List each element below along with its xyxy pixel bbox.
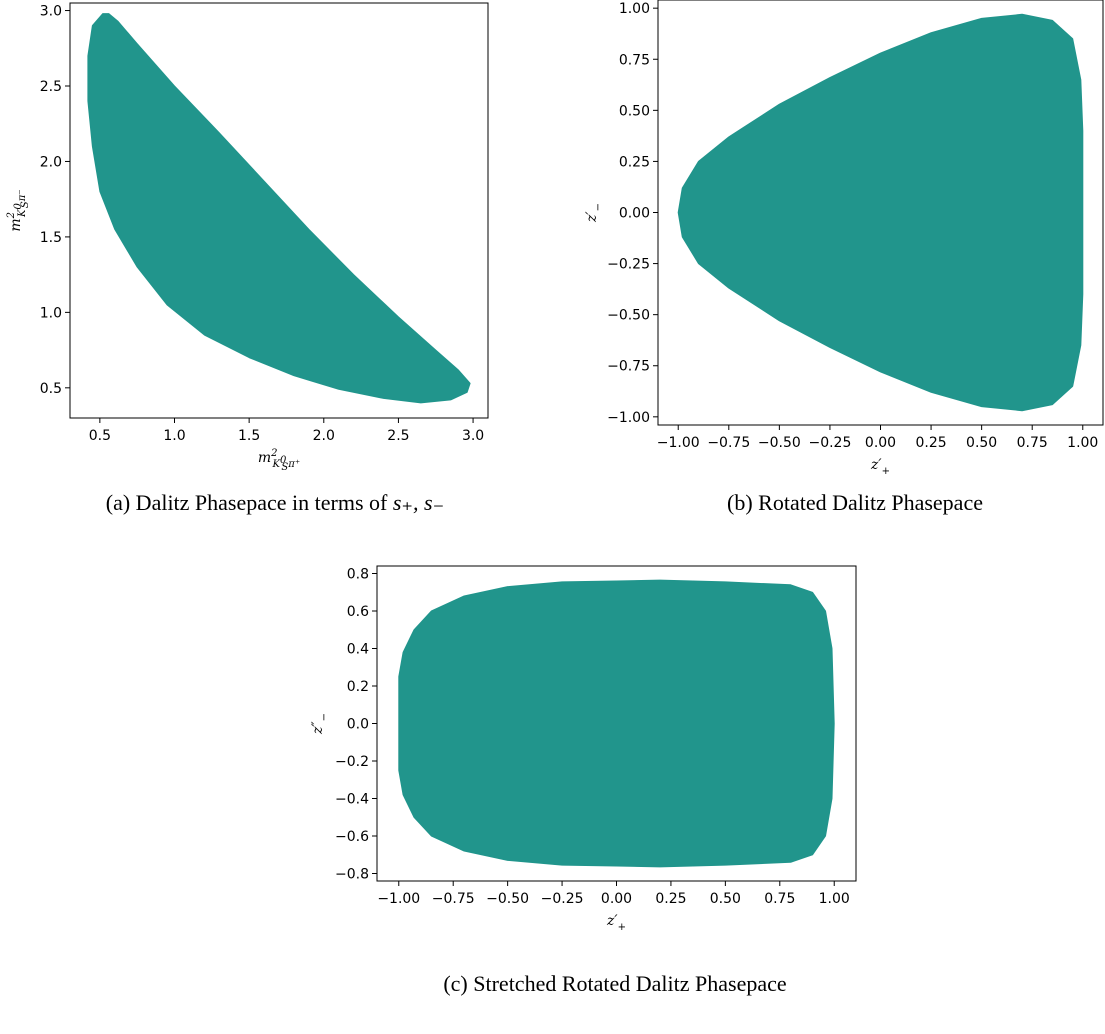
phasespace-region-b (677, 13, 1084, 412)
caption-a: (a) Dalitz Phasepace in terms of s₊, s₋ (106, 490, 444, 515)
x-tick-label-c: 1.00 (819, 891, 850, 907)
y-tick-label-a: 0.5 (40, 381, 62, 397)
phasespace-region-a (87, 13, 471, 404)
label-base: m (8, 218, 24, 231)
y-tick-label-a: 1.0 (40, 305, 62, 321)
y-tick-label-c: 0.4 (347, 642, 369, 658)
x-tick-label-c: −1.00 (377, 891, 420, 907)
x-tick-label-b: 0.25 (915, 435, 946, 451)
y-tick-label-a: 2.5 (40, 79, 62, 95)
y-tick-label-c: 0.6 (347, 604, 369, 620)
x-tick-label-b: −0.75 (707, 435, 750, 451)
x-tick-label-a: 2.5 (387, 428, 409, 444)
x-tick-label-c: 0.25 (655, 891, 686, 907)
y-tick-label-c: 0.0 (347, 717, 369, 733)
y-tick-label-b: 0.25 (619, 154, 650, 170)
panel-b: −1.00 −0.75 −0.50 −0.25 0.00 0.25 0.50 0.75 1.00… (584, 0, 1104, 515)
x-tick-label-c: −0.50 (486, 891, 529, 907)
y-tick-label-c: 0.8 (347, 567, 369, 583)
y-tick-label-b: 0.50 (619, 103, 650, 119)
y-tick-label-b: −0.25 (607, 257, 650, 273)
x-tick-label-b: −0.50 (758, 435, 801, 451)
label-sub: K (17, 209, 28, 218)
panel-a: 0.5 1.0 1.5 2.0 2.5 3.00.51.01.52.02.53.0m2 K0… (6, 2, 489, 515)
label-sub: + (882, 466, 890, 477)
x-tick-label-c: −0.25 (541, 891, 584, 907)
y-axis-label-c: z″− (310, 713, 330, 735)
caption-text-c: (c) Stretched Rotated Dalitz Phasepace (443, 971, 786, 996)
caption-c: (c) Stretched Rotated Dalitz Phasepace (443, 971, 786, 996)
label-sup: 2 (6, 212, 17, 219)
x-axis-label-b: z′+ (870, 457, 890, 477)
x-tick-label-b: −0.25 (808, 435, 851, 451)
caption-text-a: (a) Dalitz Phasepace in terms of (106, 490, 393, 515)
caption-text-b: (b) Rotated Dalitz Phasepace (727, 490, 983, 515)
y-tick-label-c: 0.2 (347, 679, 369, 695)
x-tick-label-b: 0.50 (966, 435, 997, 451)
label-sup: 2 (270, 448, 277, 459)
x-tick-label-c: 0.75 (764, 891, 795, 907)
label-sub: K (272, 459, 281, 470)
x-tick-label-b: 0.00 (865, 435, 896, 451)
x-tick-label-a: 2.0 (313, 428, 335, 444)
label-subsup: 0 (280, 455, 287, 466)
label-subsub: S (281, 462, 288, 473)
y-tick-label-b: 1.00 (619, 1, 650, 17)
y-tick-label-b: −0.75 (607, 359, 650, 375)
x-tick-label-c: 0.50 (710, 891, 741, 907)
label-base: m (258, 450, 271, 466)
label-subsup: 0 (13, 202, 24, 209)
y-tick-label-b: 0.75 (619, 52, 650, 68)
y-tick-label-c: −0.4 (335, 792, 369, 808)
panel-c: −1.00 −0.75 −0.50 −0.25 0.00 0.25 0.50 0.75 1.00… (310, 565, 857, 996)
label-base: z′ (584, 211, 600, 223)
x-axis-label-c: z′+ (606, 913, 626, 933)
y-tick-label-c: −0.8 (335, 867, 369, 883)
x-tick-label-a: 0.5 (89, 428, 111, 444)
y-tick-label-c: −0.2 (335, 754, 369, 770)
x-tick-label-a: 1.5 (238, 428, 260, 444)
y-axis-label-b: z′− (584, 203, 604, 223)
axes-frame-a (69, 2, 489, 419)
label-sub: − (593, 203, 604, 211)
label-sub: − (319, 713, 330, 721)
x-axis-label-a: m2 K0 Sπ⁺ (258, 448, 300, 473)
caption-b: (b) Rotated Dalitz Phasepace (727, 490, 983, 515)
label-base: z″ (310, 721, 326, 735)
y-tick-label-a: 3.0 (40, 4, 62, 20)
x-tick-label-a: 3.0 (462, 428, 484, 444)
phasespace-region-c (398, 579, 835, 868)
label-base: z′ (606, 913, 618, 929)
y-tick-label-c: −0.6 (335, 829, 369, 845)
x-tick-label-a: 1.0 (163, 428, 185, 444)
x-tick-label-c: −0.75 (432, 891, 475, 907)
y-axis-label-a: m2K0Sπ⁻ (6, 189, 31, 231)
x-tick-label-b: 1.00 (1067, 435, 1098, 451)
x-tick-label-b: −1.00 (657, 435, 700, 451)
label-tail: π⁻ (17, 189, 28, 202)
x-tick-label-c: 0.00 (601, 891, 632, 907)
x-tick-label-b: 0.75 (1017, 435, 1048, 451)
y-tick-label-b: −0.50 (607, 308, 650, 324)
caption-math-a: s₊, s₋ (393, 490, 444, 515)
label-sub: + (618, 922, 626, 933)
y-tick-label-b: −1.00 (607, 410, 650, 426)
label-base: z′ (870, 457, 882, 473)
y-tick-label-b: 0.00 (619, 206, 650, 222)
y-tick-label-a: 2.0 (40, 154, 62, 170)
label-tail: π⁺ (287, 459, 300, 470)
label-subsub: S (20, 201, 31, 208)
y-tick-label-a: 1.5 (40, 230, 62, 246)
